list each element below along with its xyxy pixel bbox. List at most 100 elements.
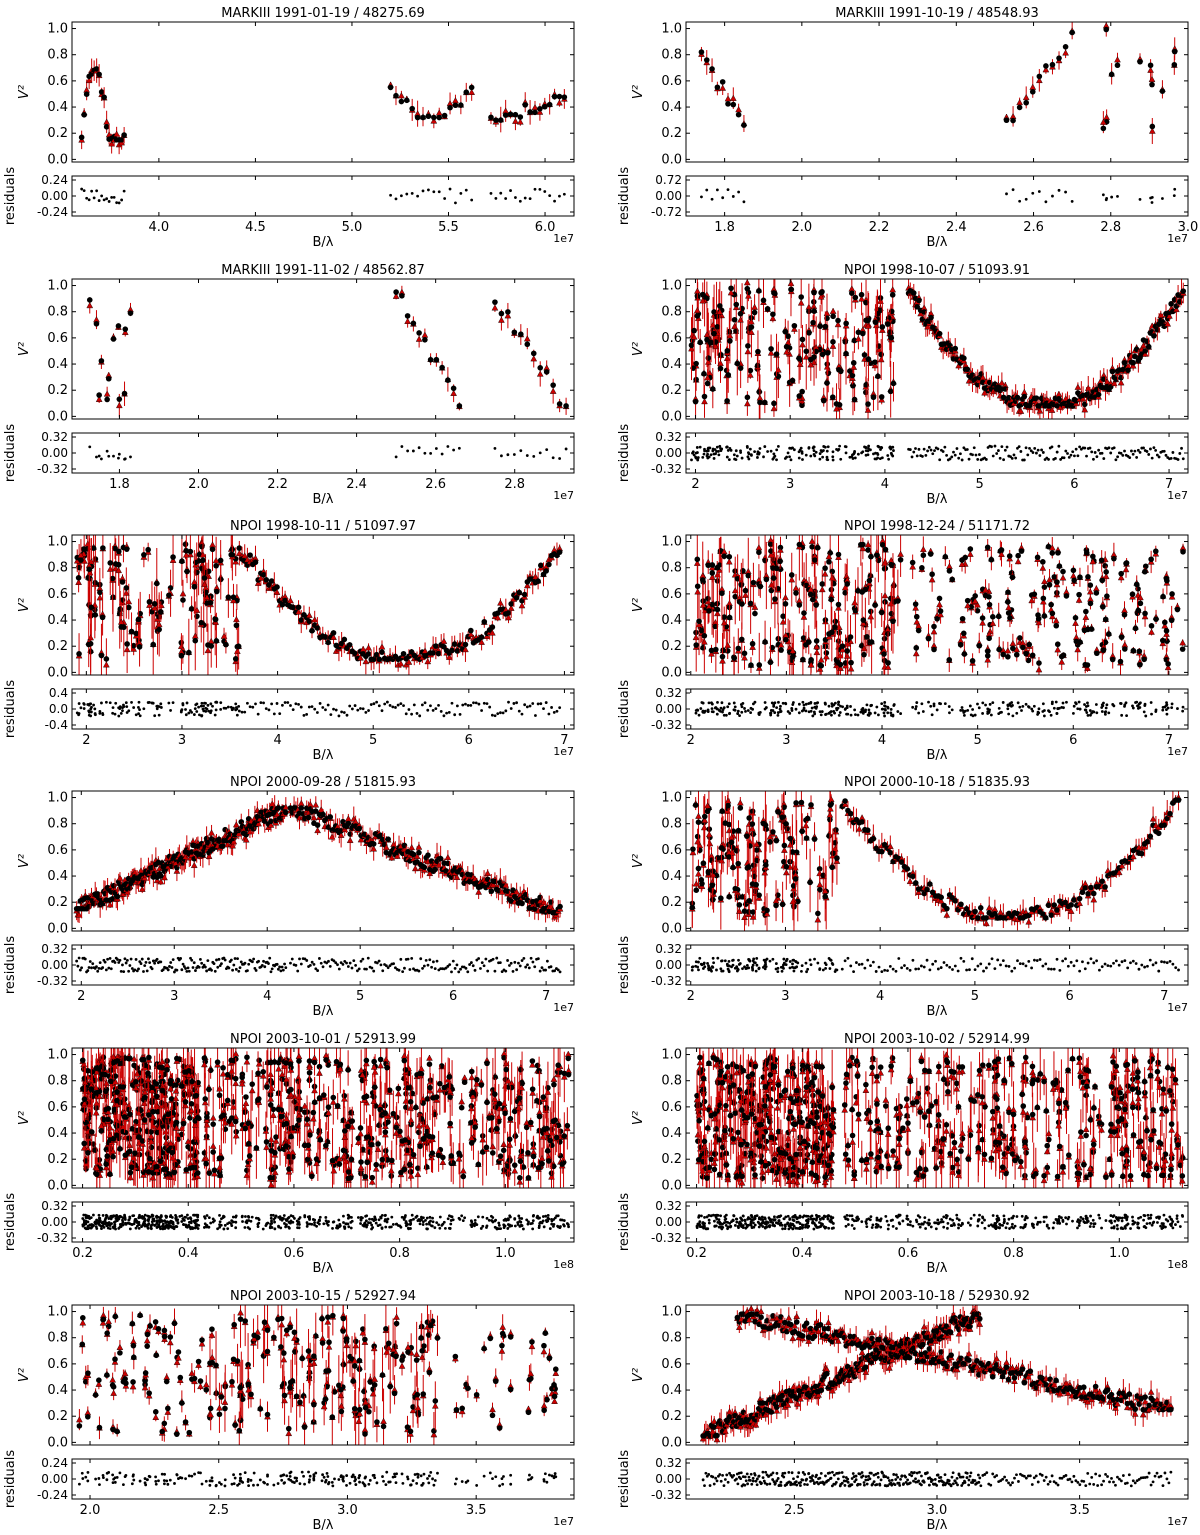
residual-point bbox=[997, 449, 1000, 452]
model-point bbox=[724, 398, 730, 404]
residual-point bbox=[929, 448, 933, 452]
model-point bbox=[282, 597, 288, 604]
residual-point bbox=[402, 704, 405, 708]
model-point bbox=[201, 575, 208, 581]
residual-point bbox=[813, 712, 817, 716]
model-point bbox=[775, 585, 781, 592]
residual-point bbox=[256, 712, 260, 716]
residual-point bbox=[188, 709, 192, 712]
y-tick-label: 0.4 bbox=[661, 100, 682, 115]
residual-point bbox=[1007, 712, 1011, 716]
model-point bbox=[422, 336, 428, 343]
residual-point bbox=[819, 713, 823, 717]
model-point bbox=[85, 641, 92, 648]
residual-point bbox=[1150, 712, 1153, 716]
main-data-points bbox=[73, 535, 563, 675]
residual-point bbox=[789, 446, 793, 450]
residual-point bbox=[995, 452, 999, 455]
data-point bbox=[881, 592, 889, 599]
residual-point bbox=[797, 702, 801, 706]
data-point bbox=[199, 551, 207, 558]
model-point bbox=[782, 636, 789, 643]
residual-point bbox=[965, 448, 969, 451]
x-tick-label: 2.0 bbox=[792, 220, 813, 235]
data-point bbox=[909, 563, 916, 570]
data-point bbox=[1074, 383, 1082, 390]
model-point bbox=[972, 593, 978, 599]
model-point bbox=[1111, 555, 1117, 562]
residual-point bbox=[122, 189, 126, 193]
residual-point bbox=[461, 703, 465, 707]
residual-point bbox=[448, 187, 452, 191]
model-point bbox=[712, 623, 719, 630]
model-point bbox=[762, 639, 768, 645]
data-point bbox=[311, 616, 319, 623]
residual-point bbox=[1031, 451, 1035, 454]
model-point bbox=[104, 396, 110, 403]
residual-axes-frame bbox=[685, 175, 1189, 217]
residual-point bbox=[810, 706, 814, 710]
data-point bbox=[1137, 594, 1144, 601]
residual-point bbox=[880, 707, 884, 711]
model-point bbox=[976, 643, 983, 649]
residual-point bbox=[1076, 707, 1080, 711]
residual-point bbox=[251, 705, 255, 709]
model-point bbox=[454, 648, 461, 654]
residual-point bbox=[181, 703, 185, 707]
residual-point bbox=[1128, 456, 1132, 459]
model-point bbox=[398, 98, 405, 105]
y-tick-label: 0.6 bbox=[661, 331, 682, 346]
model-point bbox=[1036, 660, 1042, 666]
residual-point bbox=[930, 713, 934, 717]
model-point bbox=[693, 376, 699, 383]
model-point bbox=[982, 592, 989, 599]
model-point bbox=[912, 601, 919, 607]
residual-point bbox=[104, 700, 108, 704]
residual-point bbox=[1010, 701, 1014, 704]
model-point bbox=[1070, 567, 1077, 574]
data-point bbox=[378, 643, 386, 650]
residual-point bbox=[289, 704, 292, 707]
data-point bbox=[751, 303, 758, 310]
residual-point bbox=[807, 710, 811, 714]
residual-point bbox=[1143, 702, 1147, 706]
residual-point bbox=[794, 707, 798, 711]
model-point bbox=[1015, 552, 1021, 559]
residual-point bbox=[959, 452, 962, 456]
residual-point bbox=[802, 703, 806, 707]
residual-point bbox=[506, 453, 510, 457]
residual-point bbox=[499, 711, 502, 715]
residual-point bbox=[1005, 445, 1009, 449]
residual-point bbox=[725, 455, 729, 459]
residual-point bbox=[305, 712, 309, 716]
data-point bbox=[1004, 647, 1012, 654]
residual-point bbox=[736, 709, 740, 713]
residual-point bbox=[1152, 446, 1156, 450]
data-point bbox=[1059, 574, 1067, 581]
model-point bbox=[767, 659, 774, 666]
model-point bbox=[93, 321, 100, 327]
model-point bbox=[530, 350, 537, 357]
data-point bbox=[1148, 75, 1156, 82]
data-point bbox=[1117, 574, 1125, 581]
residual-point bbox=[1074, 447, 1078, 451]
residual-point bbox=[732, 701, 736, 705]
residual-point bbox=[712, 457, 716, 460]
residual-point bbox=[696, 458, 700, 462]
model-point bbox=[733, 301, 740, 308]
panel-title: MARKIII 1991-10-19 / 48548.93 bbox=[835, 6, 1039, 21]
resid-y-tick-label: 0.00 bbox=[655, 446, 682, 460]
model-point bbox=[745, 572, 752, 579]
residual-point bbox=[92, 703, 95, 707]
data-point bbox=[690, 333, 698, 340]
residual-point bbox=[1121, 454, 1125, 457]
data-point bbox=[755, 664, 763, 671]
main-axes-frame bbox=[71, 21, 575, 163]
residual-point bbox=[786, 710, 790, 713]
residual-point bbox=[564, 447, 568, 451]
residual-point bbox=[752, 702, 755, 706]
residual-point bbox=[224, 706, 228, 710]
data-point bbox=[209, 541, 216, 548]
residual-point bbox=[809, 454, 813, 458]
residual-point bbox=[262, 701, 265, 705]
